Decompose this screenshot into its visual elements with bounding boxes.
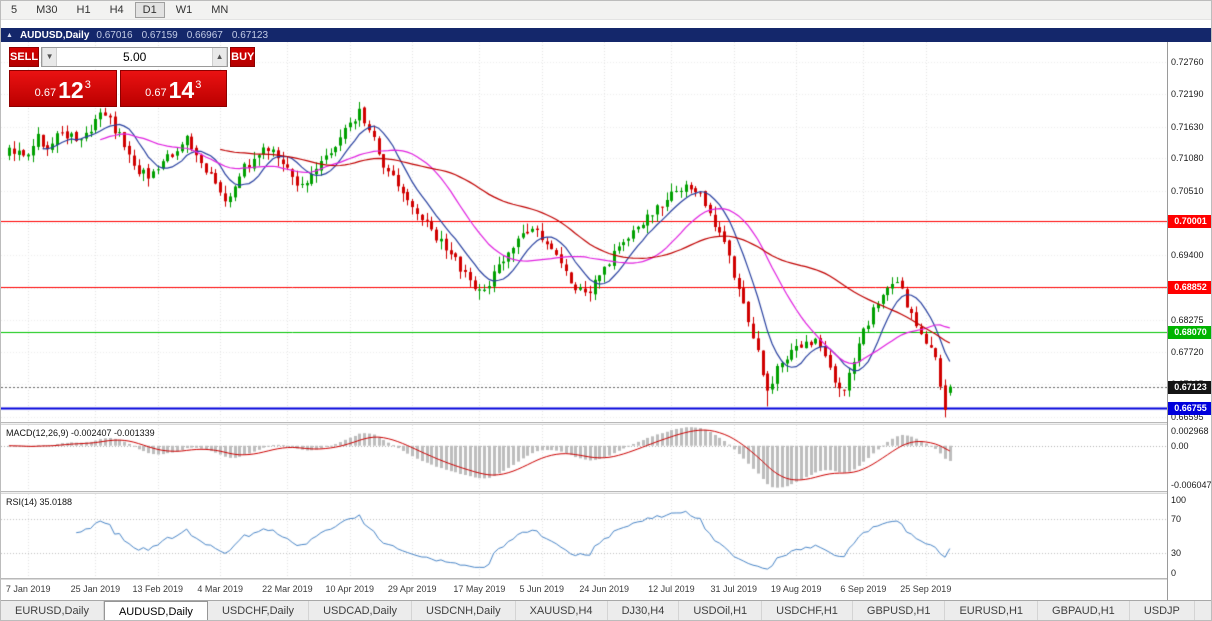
- symbol-tab-usdoil-h1[interactable]: USDOil,H1: [679, 601, 763, 620]
- chart-expand-icon[interactable]: ▲: [6, 31, 13, 39]
- timeframe-button-m30[interactable]: M30: [36, 4, 58, 16]
- rsi-scale-label: 0: [1171, 568, 1177, 578]
- rsi-scale-label: 100: [1171, 495, 1187, 505]
- volume-down-button[interactable]: ▼: [42, 48, 58, 66]
- ohlc-high: 0.67159: [141, 29, 178, 41]
- buy-price-button[interactable]: 0.67 14 3: [119, 70, 227, 107]
- sell-price-prefix: 0.67: [34, 87, 57, 99]
- symbol-tab-gbpaud-h1[interactable]: GBPAUD,H1: [1038, 601, 1130, 620]
- rsi-label: RSI(14) 35.0188: [6, 497, 73, 507]
- date-label: 25 Jan 2019: [70, 584, 121, 594]
- date-label: 10 Apr 2019: [325, 584, 375, 594]
- price-axis-label: 0.71630: [1171, 121, 1204, 132]
- date-label: 25 Sep 2019: [900, 584, 952, 594]
- macd-scale-label: 0.002968: [1171, 426, 1209, 436]
- price-axis-label: 0.67720: [1171, 347, 1204, 358]
- date-label: 13 Feb 2019: [132, 584, 184, 594]
- sell-price-point: 3: [84, 79, 91, 91]
- price-badge: 0.68070: [1168, 326, 1211, 340]
- symbol-tab-usdcad-daily[interactable]: USDCAD,Daily: [309, 601, 413, 620]
- sell-button[interactable]: SELL: [9, 47, 40, 67]
- buy-price-prefix: 0.67: [145, 87, 167, 99]
- date-label: 29 Apr 2019: [387, 584, 437, 594]
- ohlc-open: 0.67016: [96, 29, 133, 41]
- rsi-scale-label: 70: [1171, 514, 1182, 525]
- chart-ohlc-values: 0.67016 0.67159 0.66967 0.67123: [96, 30, 268, 41]
- timeframe-toolbar: 5 M30 H1 H4 D1 W1 MN: [1, 1, 1211, 20]
- price-axis-label: 0.72760: [1171, 56, 1204, 67]
- price-badge: 0.70001: [1168, 214, 1211, 228]
- price-axis[interactable]: 0.727600.721900.716300.710800.705100.699…: [1167, 42, 1212, 600]
- price-badge: 0.67123: [1168, 380, 1211, 394]
- price-axis-label: 0.66595: [1171, 412, 1204, 423]
- date-label: 6 Sep 2019: [840, 584, 887, 594]
- symbol-tab-usdjp[interactable]: USDJP: [1130, 601, 1195, 620]
- price-badge: 0.68852: [1168, 280, 1211, 294]
- date-label: 5 Jun 2019: [519, 584, 565, 594]
- date-label: 19 Aug 2019: [770, 584, 822, 594]
- chart-symbol-title: AUDUSD,Daily: [19, 29, 90, 41]
- date-label: 12 Jul 2019: [648, 584, 695, 594]
- price-badge: 0.66755: [1168, 401, 1211, 415]
- date-label: 31 Jul 2019: [710, 584, 758, 594]
- symbol-tab-dj30-h4[interactable]: DJ30,H4: [608, 601, 680, 620]
- symbol-tab-eurusd-daily[interactable]: EURUSD,Daily: [1, 601, 104, 620]
- symbol-tab-eurusd-h1[interactable]: EURUSD,H1: [945, 601, 1039, 620]
- chart-title-bar: ▲ AUDUSD,Daily 0.67016 0.67159 0.66967 0…: [1, 28, 1211, 42]
- volume-input[interactable]: [57, 48, 213, 66]
- time-axis[interactable]: 7 Jan 2019 25 Jan 2019 13 Feb 2019 4 Mar 20…: [1, 580, 1167, 600]
- price-axis-label: 0.70510: [1171, 186, 1204, 197]
- buy-price-point: 3: [195, 79, 202, 91]
- timeframe-button-mn[interactable]: MN: [211, 4, 229, 16]
- panel-splitter[interactable]: [1, 422, 1167, 425]
- date-label: 24 Jun 2019: [579, 584, 629, 594]
- date-label: 7 Jan 2019: [5, 584, 51, 594]
- price-axis-label: 0.71080: [1171, 153, 1204, 164]
- price-axis-label: 0.68275: [1171, 315, 1204, 326]
- macd-scale-label: 0.00: [1171, 440, 1189, 451]
- volume-stepper: ▼ ▲: [41, 47, 229, 67]
- volume-up-button[interactable]: ▲: [212, 48, 228, 66]
- rsi-scale-label: 30: [1171, 547, 1182, 558]
- timeframe-button-h1[interactable]: H1: [76, 4, 91, 16]
- timeframe-button-d1[interactable]: D1: [134, 2, 165, 18]
- sell-price-pips: 12: [58, 77, 84, 103]
- ohlc-close: 0.67123: [231, 29, 269, 41]
- macd-indicator-canvas[interactable]: [1, 425, 1167, 491]
- panel-splitter[interactable]: [1, 491, 1167, 494]
- ohlc-low: 0.66967: [186, 29, 223, 41]
- symbol-tab-audusd-daily[interactable]: AUDUSD,Daily: [103, 601, 208, 620]
- symbol-tab-usdchf-h1[interactable]: USDCHF,H1: [762, 601, 853, 620]
- symbol-tab-usdchf-daily[interactable]: USDCHF,Daily: [208, 601, 310, 620]
- symbol-tab-usdcnh-daily[interactable]: USDCNH,Daily: [412, 601, 516, 620]
- date-label: 4 Mar 2019: [197, 584, 243, 594]
- buy-button[interactable]: BUY: [230, 47, 256, 67]
- symbol-tab-bar: EURUSD,Daily AUDUSD,Daily USDCHF,Daily USDC…: [1, 600, 1211, 620]
- price-axis-label: 0.72190: [1171, 89, 1204, 100]
- price-axis-label: 0.69400: [1171, 250, 1204, 261]
- timeframe-button-h4[interactable]: H4: [109, 4, 124, 16]
- timeframe-button-w1[interactable]: W1: [175, 4, 193, 16]
- panel-splitter[interactable]: [1, 578, 1167, 580]
- timeframe-button-5[interactable]: 5: [11, 4, 18, 16]
- rsi-indicator-canvas[interactable]: [1, 494, 1167, 578]
- symbol-tab-xauusd-h4[interactable]: XAUUSD,H4: [516, 601, 608, 620]
- macd-label: MACD(12,26,9) -0.002407 -0.001339: [6, 428, 155, 438]
- macd-scale-label: -0.006047: [1171, 480, 1212, 490]
- date-label: 17 May 2019: [453, 584, 506, 594]
- buy-price-pips: 14: [168, 77, 195, 103]
- date-label: 22 Mar 2019: [262, 584, 313, 594]
- sell-price-button[interactable]: 0.67 12 3: [9, 70, 117, 107]
- symbol-tab-gbpusd-h1[interactable]: GBPUSD,H1: [853, 601, 946, 620]
